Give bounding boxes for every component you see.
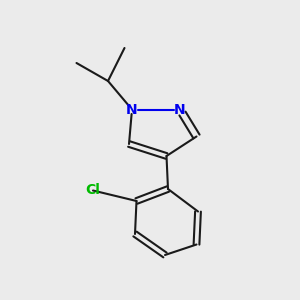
Text: N: N — [126, 103, 138, 116]
Text: Cl: Cl — [85, 184, 100, 197]
Text: N: N — [174, 103, 186, 116]
